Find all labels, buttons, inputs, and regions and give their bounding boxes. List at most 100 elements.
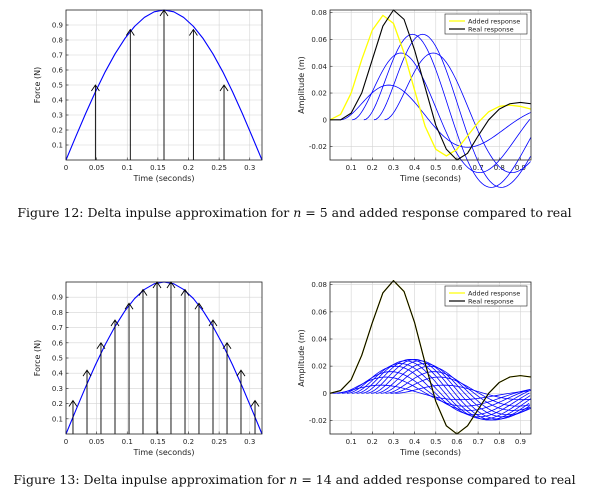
legend-box: [444, 13, 528, 35]
x-tick-label: 0.6: [451, 164, 463, 172]
force-chart-n14: 0 0.05 0.1 0.15 0.2 0.25 0.3 0.1 0.2 0.3 0.4 0.5 0.6…: [33, 281, 263, 457]
y-tick-label: 0.1: [52, 142, 63, 150]
x-tick-label: 0.3: [244, 164, 255, 172]
figure-13-caption: Figure 13: Delta inpulse approximation f…: [0, 472, 589, 487]
x-tick-label: 0.2: [367, 164, 378, 172]
component-response-line: [380, 365, 532, 416]
legend-box: [444, 285, 528, 307]
impulse-arrowhead: [222, 341, 232, 350]
x-tick-label: 0.05: [89, 164, 105, 172]
y-tick-label: 0.7: [52, 52, 63, 60]
y-tick-label: 0.08: [311, 9, 327, 17]
component-response-line: [351, 363, 530, 418]
impulse-arrowhead: [110, 319, 120, 327]
y-tick-label: 0.3: [52, 112, 63, 120]
y-axis-label: Amplitude (m): [297, 56, 306, 114]
impulse-arrowhead: [208, 319, 218, 327]
impulse-arrowhead: [124, 302, 134, 310]
x-tick-label: 0.1: [122, 164, 133, 172]
x-tick-label: 0.4: [409, 164, 421, 172]
x-tick-label: 0.1: [346, 438, 357, 446]
y-tick-label: -0.02: [309, 417, 327, 425]
component-response-line: [337, 376, 530, 407]
x-tick-label: 0.15: [150, 164, 166, 172]
x-tick-label: 0.8: [494, 438, 505, 446]
plot-area: [330, 10, 531, 160]
caption-text: Delta inpulse approximation for: [83, 472, 286, 487]
impulse-arrowhead: [82, 369, 92, 377]
impulse-arrowhead: [236, 369, 246, 377]
caption-label: Figure 12:: [17, 205, 84, 220]
x-tick-label: 0.3: [388, 438, 399, 446]
x-tick-label: 0.25: [211, 164, 227, 172]
impulse-arrowhead: [125, 28, 135, 36]
caption-equation: = 5 and added response compared to real: [301, 205, 572, 220]
impulse-arrowhead: [189, 28, 198, 36]
component-response-line: [385, 371, 530, 411]
component-response-line: [395, 384, 531, 401]
legend-label: Real response: [468, 25, 514, 33]
y-tick-label: 0.1: [52, 415, 63, 423]
y-tick-label: 0.5: [52, 355, 63, 363]
impulse-arrowhead: [91, 84, 100, 92]
x-tick-label: 0.3: [244, 438, 255, 446]
y-tick-label: 0: [323, 116, 327, 124]
y-tick-label: 0.9: [52, 294, 63, 302]
legend-label: Added response: [468, 17, 520, 25]
x-axis-label: Time (seconds): [399, 174, 461, 183]
x-tick-label: 0: [64, 164, 68, 172]
y-tick-label: 0.04: [311, 336, 327, 344]
x-tick-label: 0.4: [409, 438, 421, 446]
x-tick-label: 0.1: [122, 438, 133, 446]
y-tick-label: 0.08: [311, 281, 327, 289]
figure-12-caption: Figure 12: Delta inpulse approximation f…: [0, 205, 589, 220]
added-response-line: [329, 14, 532, 157]
y-tick-label: 0.06: [311, 36, 327, 44]
y-axis-label: Amplitude (m): [297, 329, 306, 387]
response-chart-n5: 0.1 0.2 0.3 0.4 0.5 0.6 0.7 0.8 0.9 -0.02 0 0.02 0.0…: [297, 9, 532, 188]
y-tick-label: 0.4: [52, 370, 64, 378]
x-axis-label: Time (seconds): [399, 448, 461, 457]
x-axis-label: Time (seconds): [132, 174, 194, 183]
x-tick-label: 0.5: [430, 164, 441, 172]
impulse-arrowhead: [96, 341, 106, 350]
x-tick-label: 0.15: [150, 438, 166, 446]
x-tick-label: 0.9: [515, 164, 526, 172]
y-tick-label: 0.4: [52, 97, 64, 105]
impulse-arrowhead: [180, 288, 190, 296]
x-tick-label: 0.2: [183, 438, 194, 446]
x-tick-label: 0.5: [430, 438, 441, 446]
y-tick-label: 0.3: [52, 385, 63, 393]
component-response-line: [352, 52, 531, 174]
y-axis-label: Force (N): [33, 340, 42, 376]
caption-variable: n: [289, 472, 298, 487]
impulse-arrowhead: [68, 399, 78, 407]
y-axis-label: Force (N): [33, 67, 42, 103]
caption-label: Figure 13:: [13, 472, 80, 487]
y-tick-label: 0.6: [52, 339, 64, 347]
impulse-arrowhead: [138, 288, 148, 296]
component-response-line: [384, 52, 531, 174]
x-tick-label: 0.8: [494, 164, 505, 172]
real-response-line: [330, 9, 532, 161]
component-response-line: [363, 33, 532, 188]
impulse-arrowhead: [219, 84, 229, 92]
y-tick-label: 0.8: [52, 37, 63, 45]
x-tick-label: 0.9: [515, 438, 526, 446]
component-response-line: [390, 376, 531, 407]
x-tick-label: 0.2: [367, 438, 378, 446]
x-tick-label: 0.05: [89, 438, 105, 446]
y-tick-label: 0.2: [52, 127, 63, 135]
y-tick-label: 0.04: [311, 63, 327, 71]
caption-equation: = 14 and added response compared to real: [297, 472, 576, 487]
y-tick-label: 0.9: [52, 22, 63, 30]
x-tick-label: 0.7: [473, 164, 484, 172]
response-chart-n14: 0.1 0.2 0.3 0.4 0.5 0.6 0.7 0.8 0.9 -0.02 0 0.02 0.0…: [297, 279, 532, 457]
legend-label: Real response: [468, 297, 514, 305]
caption-variable: n: [293, 205, 302, 220]
y-tick-label: 0.02: [311, 90, 327, 98]
caption-text: Delta inpulse approximation for: [87, 205, 290, 220]
y-tick-label: 0.06: [311, 308, 327, 316]
component-response-line: [375, 363, 531, 418]
